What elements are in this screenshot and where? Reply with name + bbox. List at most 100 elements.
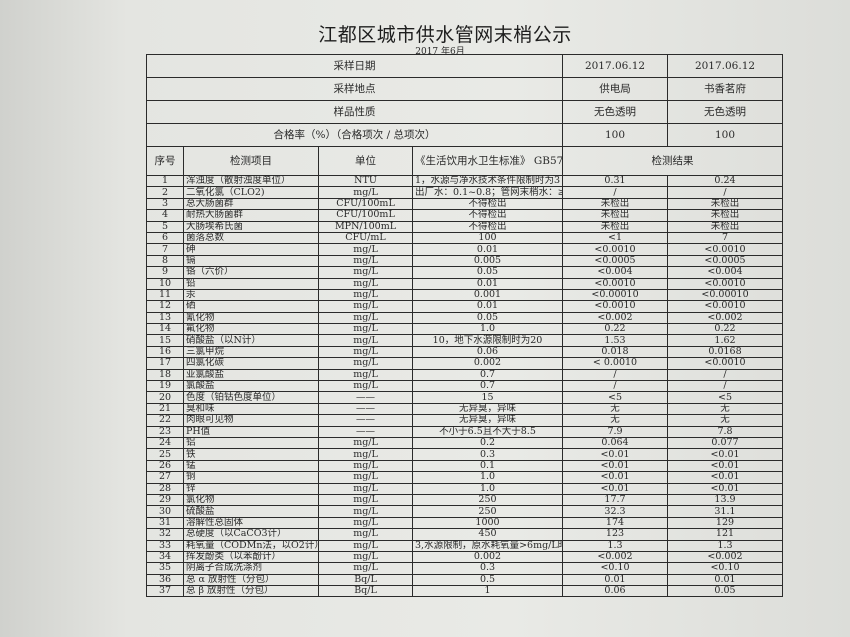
unit: CFU/100mL — [318, 197, 413, 211]
result-site-1: <0.002 — [562, 550, 668, 564]
row-number: 8 — [146, 254, 184, 268]
standard-limit: 450 — [412, 528, 563, 541]
result-site-2: <0.002 — [667, 311, 783, 325]
table-row: 4 耐热大肠菌群 CFU/100mL 不得检出 未检出 未检出 — [146, 209, 783, 222]
standard-limit: 100 — [412, 231, 563, 245]
test-item: 铬（六价） — [183, 266, 319, 279]
result-site-1: 0.064 — [562, 436, 668, 450]
unit: mg/L — [318, 448, 413, 461]
document-title: 江都区城市供水管网末梢公示 — [318, 24, 572, 46]
result-site-1: / — [562, 368, 668, 382]
result-site-2: <0.0010 — [667, 357, 783, 370]
unit: mg/L — [318, 550, 413, 564]
result-site-1: 1.53 — [562, 334, 668, 347]
standard-limit: 不得检出 — [412, 220, 563, 233]
unit: mg/L — [318, 459, 413, 473]
meta-label: 合格率（%）（合格项次 / 总项次） — [146, 123, 563, 147]
table-row: 32 总硬度（以CaCO3计） mg/L 450 123 121 — [146, 528, 783, 541]
result-site-1: 0.018 — [562, 345, 668, 359]
result-site-1: <0.01 — [562, 459, 668, 473]
standard-limit: 0.002 — [412, 550, 563, 564]
column-header-standard: 《生活饮用水卫生标准》 GB5749 — [412, 146, 563, 176]
column-header-results: 检测结果 — [562, 146, 783, 176]
column-header-row: 序号 检测项目 单位 《生活饮用水卫生标准》 GB5749 检测结果 — [146, 146, 783, 176]
result-site-2: 0.05 — [667, 585, 783, 598]
result-site-2: 无 — [667, 402, 783, 416]
standard-limit: 0.01 — [412, 243, 563, 256]
test-item: 三氯甲烷 — [183, 345, 319, 359]
meta-value: 供电局 — [562, 77, 668, 101]
table-row: 27 铜 mg/L 1.0 <0.01 <0.01 — [146, 471, 783, 484]
row-number: 9 — [146, 266, 184, 279]
result-site-1: 0.22 — [562, 323, 668, 336]
result-site-1: <0.002 — [562, 311, 668, 325]
table-row: 17 四氯化碳 mg/L 0.002 < 0.0010 <0.0010 — [146, 357, 783, 370]
result-site-1: <0.01 — [562, 482, 668, 495]
result-site-2: <0.01 — [667, 482, 783, 495]
table-row: 23 PH值 —— 不小于6.5且不大于8.5 7.9 7.8 — [146, 425, 783, 439]
row-number: 35 — [146, 562, 184, 575]
table-row: 19 氯酸盐 mg/L 0.7// — [146, 380, 783, 393]
unit: —— — [318, 414, 413, 427]
unit: mg/L — [318, 334, 413, 347]
test-item: 二氧化氯（CLO2) — [183, 186, 319, 199]
result-site-2: 7.8 — [667, 425, 783, 439]
test-item: 锰 — [183, 459, 319, 473]
test-item: 亚氯酸盐 — [183, 368, 319, 382]
standard-limit: 15 — [412, 391, 563, 404]
row-number: 23 — [146, 425, 184, 439]
test-item: 硫酸盐 — [183, 505, 319, 518]
result-site-2: <0.00010 — [667, 288, 783, 302]
result-site-2: 121 — [667, 528, 783, 541]
table-row: 34 挥发酚类（以苯酚计） mg/L 0.002 <0.002 <0.002 — [146, 550, 783, 564]
unit: mg/L — [318, 323, 413, 336]
row-number: 11 — [146, 288, 184, 302]
table-row: 33 耗氧量（CODMn法，以O2计） mg/L 3,水源限制，原水耗氧量>6mg/L… — [146, 539, 783, 552]
row-number: 7 — [146, 243, 184, 256]
standard-limit: 0.06 — [412, 345, 563, 359]
row-number: 36 — [146, 573, 184, 587]
table-row: 31 溶解性总固体 mg/L 1000 174 129 — [146, 516, 783, 530]
meta-value: 无色透明 — [562, 100, 668, 124]
standard-limit: 1.0 — [412, 482, 563, 495]
result-site-1: 174 — [562, 516, 668, 530]
table-row: 28 锌 mg/L 1.0 <0.01 <0.01 — [146, 482, 783, 495]
meta-value: 2017.06.12 — [562, 54, 668, 78]
standard-limit: 无异臭，异味 — [412, 414, 563, 427]
table-row: 20 色度（铂钴色度单位） —— 15 <5 <5 — [146, 391, 783, 404]
result-site-2: 无 — [667, 414, 783, 427]
meta-value: 书香茗府 — [667, 77, 783, 101]
result-site-2: 7 — [667, 231, 783, 245]
standard-limit: 不得检出 — [412, 197, 563, 211]
unit: —— — [318, 425, 413, 439]
table-row: 15 硝酸盐（以N计） mg/L 10，地下水源限制时为20 1.53 1.62 — [146, 334, 783, 347]
result-site-2: 1.3 — [667, 539, 783, 552]
unit: NTU — [318, 174, 413, 188]
table-row: 36 总 α 放射性（分包） Bq/L 0.5 0.01 0.01 — [146, 573, 783, 587]
meta-value: 100 — [562, 123, 668, 147]
standard-limit: 3,水源限制，原水耗氧量>6mg/L时为5 — [412, 539, 563, 552]
result-site-1: 无 — [562, 402, 668, 416]
test-item: 锌 — [183, 482, 319, 495]
test-item: 肉眼可见物 — [183, 414, 319, 427]
standard-limit: 出厂水：0.1~0.8；管网末梢水：≥0.02 — [412, 186, 563, 199]
unit: mg/L — [318, 277, 413, 290]
result-site-1: <0.01 — [562, 471, 668, 484]
meta-label: 样品性质 — [146, 100, 563, 124]
unit: MPN/100mL — [318, 220, 413, 233]
result-site-2: / — [667, 186, 783, 199]
result-site-1: <0.0010 — [562, 300, 668, 313]
table-row: 24 铝 mg/L 0.2 0.064 0.077 — [146, 436, 783, 450]
table-row: 10 铅 mg/L 0.01 <0.0010 <0.0010 — [146, 277, 783, 290]
test-item: 氯酸盐 — [183, 380, 319, 393]
test-item: 四氯化碳 — [183, 357, 319, 370]
test-item: 溶解性总固体 — [183, 516, 319, 530]
result-site-2: / — [667, 368, 783, 382]
row-number: 29 — [146, 493, 184, 507]
result-site-1: 17.7 — [562, 493, 668, 507]
unit: —— — [318, 402, 413, 416]
result-site-2: 13.9 — [667, 493, 783, 507]
test-item: 菌落总数 — [183, 231, 319, 245]
